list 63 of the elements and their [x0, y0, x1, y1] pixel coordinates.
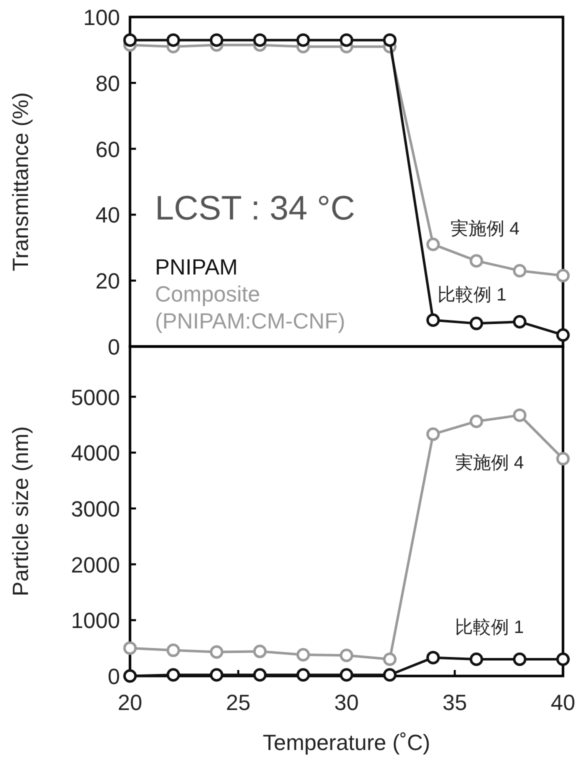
- y-tick-label: 0: [108, 334, 120, 360]
- y-tick-label: 20: [96, 268, 120, 294]
- point: [512, 264, 526, 278]
- point: [512, 315, 526, 329]
- point: [426, 313, 440, 327]
- point: [426, 650, 440, 664]
- point: [253, 33, 267, 47]
- point: [123, 641, 137, 655]
- point: [383, 668, 397, 682]
- point: [123, 669, 137, 683]
- point: [556, 268, 570, 282]
- y-tick-label: 40: [96, 202, 120, 228]
- y-tick-label: 0: [108, 664, 120, 689]
- point: [383, 652, 397, 666]
- text: PNIPAM: [155, 254, 238, 280]
- y-tick-label: 3000: [71, 496, 120, 522]
- y-tick-label: 60: [96, 136, 120, 162]
- point: [426, 238, 440, 252]
- point: [296, 33, 310, 47]
- point: [340, 33, 354, 47]
- point: [340, 668, 354, 682]
- point: [210, 645, 224, 659]
- point: [253, 644, 267, 658]
- point: [166, 644, 180, 658]
- annotation: 実施例 4: [450, 218, 520, 238]
- point: [383, 33, 397, 47]
- point: [296, 668, 310, 682]
- point: [512, 652, 526, 666]
- y-tick-label: 1000: [71, 608, 120, 634]
- x-axis-title: Temperature (˚C): [262, 730, 430, 755]
- y-tick-label: 80: [96, 70, 120, 96]
- annotation: LCST : 34 °C: [155, 190, 356, 228]
- y-tick-label: 5000: [71, 384, 120, 410]
- y-axis-title: Transmittance (%): [8, 92, 33, 272]
- annotation: 比較例 1: [438, 284, 507, 304]
- x-tick-label: 40: [550, 690, 576, 715]
- point: [340, 648, 354, 662]
- point: [426, 427, 440, 441]
- point: [556, 328, 570, 342]
- y-tick-label: 2000: [71, 552, 120, 578]
- point: [470, 254, 484, 268]
- point: [556, 652, 570, 666]
- y-axis-title: Particle size (nm): [8, 426, 33, 596]
- point: [470, 414, 484, 428]
- point: [296, 648, 310, 662]
- y-tick-label: 4000: [71, 440, 120, 466]
- x-tick-label: 25: [226, 690, 250, 715]
- point: [166, 668, 180, 682]
- point: [166, 33, 180, 47]
- x-tick-label: 30: [334, 690, 359, 715]
- y-tick-label: 100: [83, 5, 120, 30]
- point: [210, 668, 224, 682]
- annotation: 比較例 1: [454, 617, 524, 638]
- point: [470, 652, 484, 666]
- point: [210, 33, 224, 47]
- text: Composite (PNIPAM:CM-CNF): [155, 282, 346, 334]
- x-tick-label: 35: [442, 690, 467, 715]
- point: [512, 408, 526, 422]
- point: [123, 33, 137, 47]
- annotation: 実施例 4: [454, 452, 524, 472]
- point: [253, 668, 267, 682]
- point: [470, 316, 484, 330]
- point: [556, 452, 570, 466]
